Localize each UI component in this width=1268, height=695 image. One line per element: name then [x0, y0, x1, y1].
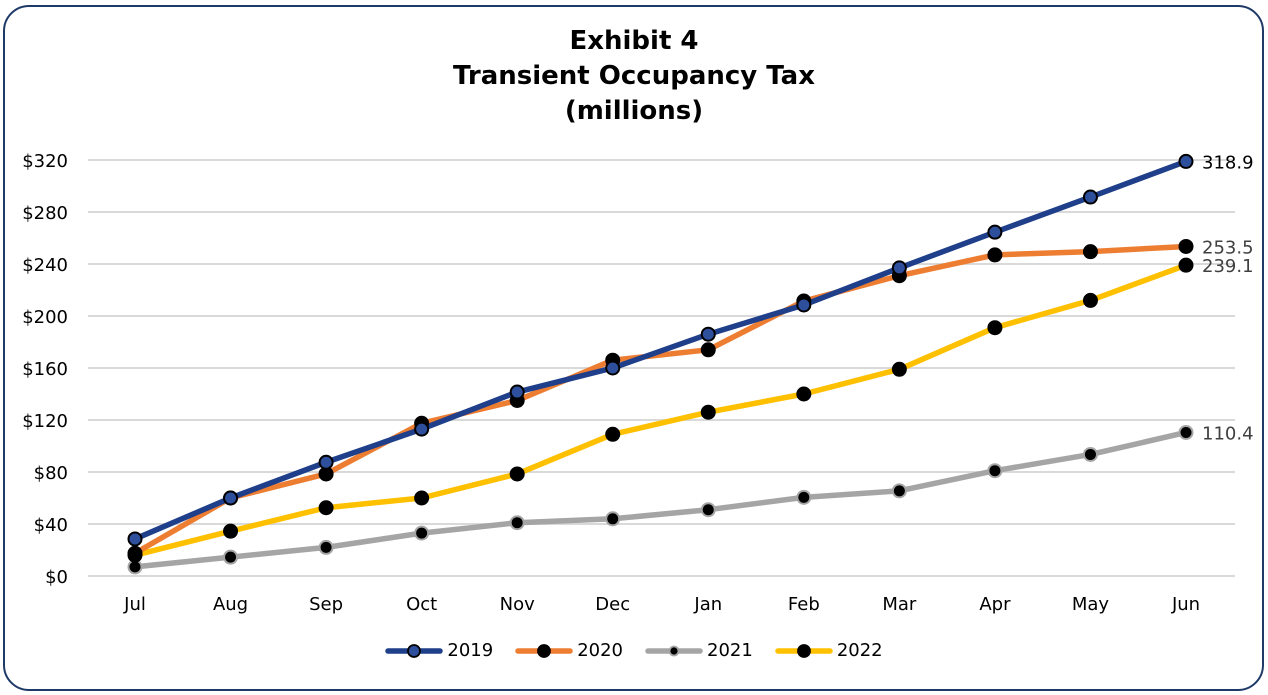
data-point-2019	[223, 490, 239, 506]
data-point-2022	[796, 386, 812, 402]
x-tick-label: Apr	[979, 594, 1011, 615]
data-point-2021	[318, 539, 334, 555]
data-label-2019: 318.9	[1202, 152, 1254, 173]
data-point-2021	[796, 489, 812, 505]
y-tick-label: $0	[45, 567, 68, 588]
data-point-2022	[1082, 292, 1098, 308]
x-tick-label: Nov	[500, 594, 535, 615]
x-tick-label: Feb	[788, 594, 820, 615]
data-point-2019	[891, 260, 907, 276]
series-line-2021	[132, 429, 1189, 570]
y-tick-label: $80	[34, 463, 68, 484]
legend-item-2020: 2020	[515, 640, 623, 661]
data-point-2019	[1082, 189, 1098, 205]
x-tick-label: Jul	[123, 594, 146, 615]
legend-marker	[796, 643, 811, 658]
data-point-2022	[1178, 257, 1194, 273]
y-tick-label: $160	[22, 359, 68, 380]
data-point-2021	[987, 463, 1003, 479]
data-label-2020: 253.5	[1202, 237, 1254, 258]
data-point-2019	[414, 421, 430, 437]
legend-swatch-2020	[515, 643, 573, 658]
data-point-2022	[414, 490, 430, 506]
data-point-2019	[605, 360, 621, 376]
x-tick-label: Mar	[882, 594, 917, 615]
legend-label: 2020	[577, 640, 623, 661]
data-point-2019	[796, 297, 812, 313]
data-point-2021	[891, 483, 907, 499]
legend-label: 2021	[707, 640, 753, 661]
legend-swatch-2019	[385, 643, 444, 658]
data-point-2021	[223, 549, 239, 565]
data-labels: 318.9 253.5 110.4 239.1	[1202, 152, 1254, 444]
data-point-2019	[127, 531, 143, 547]
data-point-2021	[414, 525, 430, 541]
data-label-2021: 110.4	[1202, 423, 1254, 444]
y-axis: $0 $40 $80 $120 $160 $200 $240 $280 $320	[22, 151, 68, 588]
data-point-2019	[987, 224, 1003, 240]
data-point-2022	[700, 404, 716, 420]
legend-item-2019: 2019	[385, 640, 493, 661]
data-point-2022	[891, 361, 907, 377]
chart-title-line-3: (millions)	[564, 96, 704, 126]
data-point-2021	[509, 515, 525, 531]
chart-title: Exhibit 4 Transient Occupancy Tax (milli…	[0, 24, 1268, 129]
x-tick-label: Aug	[213, 594, 248, 615]
series-lines	[132, 158, 1189, 570]
data-point-2022	[318, 500, 334, 516]
data-point-2019	[509, 384, 525, 400]
data-point-2020	[1178, 238, 1194, 254]
series-line-2022	[132, 262, 1189, 558]
series-line-2019	[132, 158, 1189, 542]
data-point-2022	[987, 320, 1003, 336]
legend-swatch-2022	[775, 643, 833, 658]
legend-label: 2022	[836, 640, 883, 661]
data-point-2022	[605, 426, 621, 442]
data-point-2022	[223, 523, 239, 539]
legend-marker	[407, 643, 422, 658]
legend-item-2022: 2022	[775, 640, 883, 661]
y-tick-label: $280	[22, 203, 68, 224]
legend-item-2021: 2021	[645, 640, 753, 661]
data-point-2020	[127, 545, 143, 561]
legend-swatch-2021	[645, 645, 703, 656]
data-point-2022	[509, 466, 525, 482]
x-axis: Jul Aug Sep Oct Nov Dec Jan Feb Mar Apr May Jun	[123, 594, 1200, 615]
series-line-2020	[132, 243, 1189, 556]
legend-marker	[537, 643, 552, 658]
data-point-2021	[700, 502, 716, 518]
data-point-2020	[987, 247, 1003, 263]
y-tick-label: $120	[22, 411, 68, 432]
y-tick-label: $40	[34, 515, 68, 536]
x-tick-label: Dec	[595, 594, 630, 615]
x-tick-label: Oct	[406, 594, 437, 615]
data-point-2021	[1082, 446, 1098, 462]
y-tick-label: $320	[22, 151, 68, 172]
x-tick-label: Jan	[693, 594, 722, 615]
legend: 2019 2020 2021 2022	[0, 640, 1268, 661]
data-label-2022: 239.1	[1202, 256, 1254, 277]
data-point-2019	[700, 326, 716, 342]
data-point-2020	[700, 342, 716, 358]
x-tick-label: Jun	[1171, 594, 1200, 615]
data-point-2021	[1178, 424, 1194, 440]
data-point-2020	[1082, 244, 1098, 260]
x-tick-label: Sep	[309, 594, 343, 615]
legend-label: 2019	[447, 640, 494, 661]
data-point-2019	[318, 454, 334, 470]
series-markers	[127, 153, 1194, 575]
y-tick-label: $200	[22, 307, 68, 328]
chart-title-line-1: Exhibit 4	[569, 26, 699, 56]
chart-title-line-2: Transient Occupancy Tax	[453, 61, 815, 91]
y-tick-label: $240	[22, 255, 68, 276]
data-point-2021	[605, 511, 621, 527]
data-point-2019	[1178, 153, 1194, 169]
chart-frame	[3, 5, 1264, 691]
x-tick-label: May	[1072, 594, 1110, 615]
legend-marker	[668, 645, 680, 656]
